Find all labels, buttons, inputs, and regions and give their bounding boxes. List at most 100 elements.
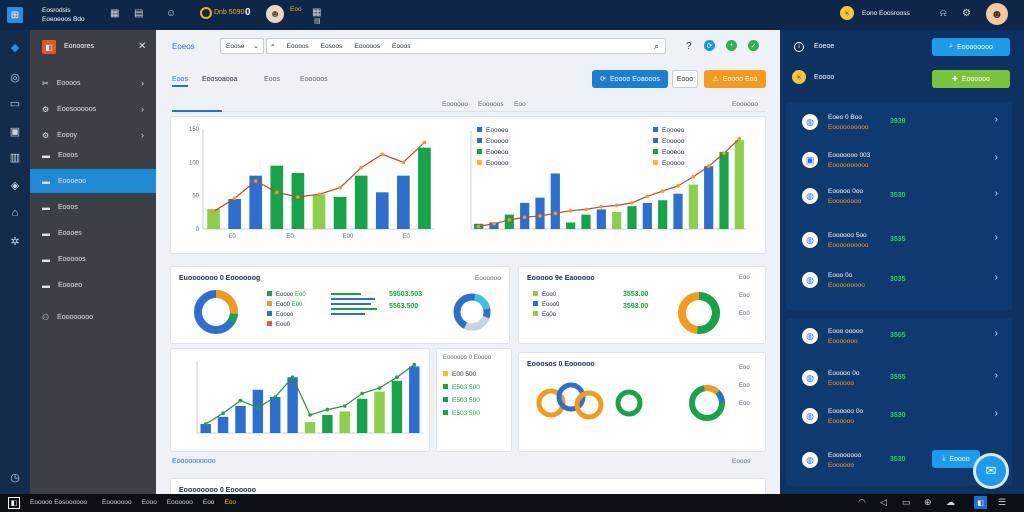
taskbar-item[interactable]: Eoooooo <box>166 499 193 506</box>
panel-list-item[interactable]: ◍ Eooo ooooo Eooooooo 3505 › <box>788 318 1016 354</box>
close-icon[interactable]: ✕ <box>138 41 147 52</box>
app-logo-icon[interactable]: ⊞ <box>7 7 23 23</box>
stat-value: 3593.00 <box>623 303 649 310</box>
globe-icon[interactable]: ◎ <box>10 71 20 84</box>
panel-list-item[interactable]: ◍ Eooo 0o Eooooooooo 3035 › <box>788 262 1016 298</box>
apps-icon[interactable]: ▦ <box>312 7 322 18</box>
x-tick-label: E0 <box>228 234 236 240</box>
inbox-icon[interactable]: ▣ <box>9 125 21 138</box>
secondary-button[interactable]: Eooo <box>672 70 698 88</box>
tick-label: 0 <box>196 227 200 233</box>
panel-section: Eoooo <box>814 74 835 81</box>
panel-list-item[interactable]: ◍ Eoooooo 0o Eoooooo 3530 › <box>788 398 1016 434</box>
sidebar-item[interactable]: ▬ Eooooos <box>42 250 156 268</box>
panel-list-item[interactable]: ▣ Eooooooo 003 Eoooooooooo › <box>788 142 1016 178</box>
panel-primary-button[interactable]: ⌕ Eoooooooo <box>932 38 1010 56</box>
app-title: Eosrodsis Eoeoeoos Bdo <box>42 7 85 23</box>
line-point <box>290 375 295 379</box>
legend-label: Eooooo <box>662 160 685 167</box>
sidebar-item[interactable]: ✂ Eoooos › <box>42 74 156 92</box>
alarm-icon[interactable] <box>200 7 212 19</box>
home-icon[interactable]: ⌂ <box>11 207 19 219</box>
sun-icon[interactable]: ☀ <box>840 6 854 20</box>
sidebar-item[interactable]: ▬ Eoooeo <box>42 276 156 294</box>
clock-icon[interactable]: ◷ <box>10 471 20 484</box>
legend-item: Eooeoo <box>653 149 684 156</box>
bar <box>658 200 668 229</box>
taskbar-item[interactable]: Eooooooo <box>102 499 132 506</box>
warning-icon: ⚠ <box>712 76 719 83</box>
legend-item: Eooo0 <box>533 301 559 308</box>
panel-list-item[interactable]: ◍ Eooooo 0oo Eoooooooo 3530 › <box>788 178 1016 214</box>
menu-icon[interactable]: ☰ <box>998 497 1007 507</box>
bell-icon[interactable]: ⍾ <box>940 8 947 19</box>
panel-list-item[interactable]: ◍ Eoooooo 5oo Eoooooooooo 3535 › <box>788 222 1016 258</box>
line-point <box>660 189 665 193</box>
sidebar-item[interactable]: ⚇ Eoooooooo <box>42 308 156 326</box>
tab-reports[interactable]: Eooooos <box>300 76 328 83</box>
line-point <box>691 174 696 179</box>
taskbar-item[interactable]: Eoo <box>202 499 215 506</box>
tab-data[interactable]: Eoos <box>264 76 280 83</box>
chat-icon[interactable]: ✉ <box>976 456 1006 486</box>
download-icon: ⤓ <box>942 455 946 462</box>
refresh-icon[interactable]: ⟳ <box>704 40 715 51</box>
tag-icon[interactable]: ◈ <box>10 179 20 192</box>
taskbar-app-label[interactable]: Eooooo Eosoooooo <box>30 499 88 506</box>
globe-icon: ◍ <box>802 408 818 424</box>
search-term: Eoooos <box>286 42 309 50</box>
tab-analysis[interactable]: Eoosoaooa <box>202 76 238 83</box>
legend-swatch <box>653 149 658 154</box>
profile-name[interactable]: Eono Eoosrooss <box>862 10 910 17</box>
bar <box>581 214 591 229</box>
diamond-icon[interactable]: ◆ <box>10 41 20 54</box>
speaker-icon[interactable]: ◁ <box>880 497 887 507</box>
sidebar-item[interactable]: ⚙ Eoooy › <box>42 126 156 144</box>
add-icon[interactable]: + <box>726 40 737 51</box>
panel-list-name: Eoooooo 0o <box>828 407 864 415</box>
document-icon[interactable]: ▤ <box>314 18 321 25</box>
user-avatar[interactable]: ☻ <box>986 3 1008 25</box>
avatar[interactable]: ☻ <box>266 5 284 23</box>
search-icon[interactable]: ⌕ <box>653 40 659 51</box>
legend-swatch <box>653 127 658 132</box>
settings-icon[interactable]: ⚙ <box>962 8 971 19</box>
sidebar-item[interactable]: ⚙ Eoosooooos › <box>42 100 156 118</box>
bar <box>252 389 264 433</box>
network-icon[interactable]: ⊕ <box>924 497 932 507</box>
globe-icon: ◍ <box>802 328 818 344</box>
donut-chart-small <box>453 293 491 331</box>
sidebar-item[interactable]: ▬ Eooos <box>42 198 156 216</box>
warning-button[interactable]: ⚠ Eoooo Eoo <box>704 70 766 88</box>
sidebar-item[interactable]: ▬ Eooos <box>42 146 156 164</box>
panel-list-item[interactable]: ◍ Eooooo 0o Eoooooo 3555 › <box>788 360 1016 396</box>
panel-bottom-button[interactable]: ⤓ Eoooo <box>932 450 980 468</box>
window-icon[interactable]: ▭ <box>9 97 21 110</box>
sidebar-item[interactable]: ▬ Eoooeoo <box>30 169 156 193</box>
battery-icon[interactable]: ▭ <box>902 497 911 507</box>
footer-link[interactable]: Eoooooooooo <box>172 458 216 465</box>
start-icon[interactable]: ◧ <box>8 497 20 509</box>
help-icon[interactable]: ? <box>686 41 692 52</box>
panel-list-item[interactable]: ◍ Eoeo 0 Boo Eoooooooooo 3939 › <box>788 104 1016 140</box>
grid-icon[interactable]: ▦ <box>110 8 120 19</box>
check-icon[interactable]: ✓ <box>748 40 759 51</box>
puzzle-icon[interactable]: ✲ <box>10 235 20 248</box>
taskbar-item[interactable]: Eoo <box>224 499 237 506</box>
notification-icon[interactable]: ◧ <box>974 496 987 509</box>
primary-button[interactable]: ⟳ Eoooo Eoaooos <box>592 70 668 88</box>
taskbar-item[interactable]: Eooo <box>141 499 157 506</box>
tab-overview[interactable]: Eoos <box>172 76 188 87</box>
legend-label: Eooo0 <box>542 302 560 308</box>
filter-select[interactable]: Eoose ⌄ <box>220 38 264 54</box>
search-input[interactable]: ⌕ Eoooos Eosoos Eooooos Eooos ⌕ <box>266 38 666 54</box>
legend-swatch <box>533 301 538 306</box>
panel-secondary-button[interactable]: ✚ Eoooooo <box>932 70 1010 88</box>
refresh-icon: ⟳ <box>600 76 607 83</box>
document-icon[interactable]: ▤ <box>134 8 144 19</box>
wifi-icon[interactable]: ◠ <box>858 497 866 507</box>
user-icon[interactable]: ☺ <box>166 8 177 19</box>
sidebar-item[interactable]: ▬ Eoooes <box>42 224 156 242</box>
cloud-icon[interactable]: ☁ <box>946 497 955 507</box>
book-icon[interactable]: ▥ <box>9 151 21 164</box>
